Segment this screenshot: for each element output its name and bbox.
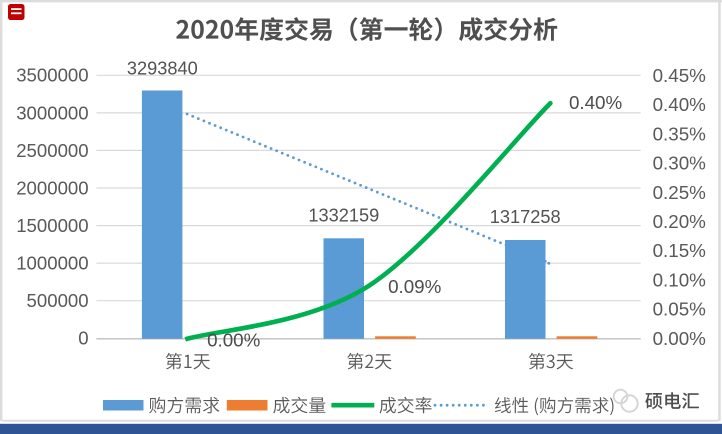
svg-text:0.15%: 0.15% — [653, 240, 707, 261]
svg-text:0.30%: 0.30% — [653, 153, 707, 174]
svg-text:3500000: 3500000 — [16, 65, 88, 86]
svg-text:0.25%: 0.25% — [653, 182, 707, 203]
svg-text:1332159: 1332159 — [308, 206, 379, 226]
svg-text:500000: 500000 — [27, 290, 89, 311]
svg-text:3000000: 3000000 — [16, 102, 88, 123]
svg-text:0.40%: 0.40% — [569, 92, 623, 113]
svg-text:1000000: 1000000 — [16, 253, 88, 274]
svg-text:1317258: 1317258 — [490, 207, 561, 227]
svg-text:1500000: 1500000 — [16, 215, 88, 236]
svg-text:0.35%: 0.35% — [653, 123, 707, 144]
svg-text:0.10%: 0.10% — [653, 269, 707, 290]
svg-text:0.20%: 0.20% — [653, 211, 707, 232]
svg-text:0.09%: 0.09% — [388, 276, 442, 297]
svg-text:3293840: 3293840 — [127, 58, 198, 78]
svg-text:0.00%: 0.00% — [653, 328, 707, 349]
svg-text:0.45%: 0.45% — [653, 65, 707, 86]
svg-text:2500000: 2500000 — [16, 140, 88, 161]
svg-text:0.40%: 0.40% — [653, 94, 707, 115]
svg-text:0: 0 — [78, 328, 88, 349]
svg-text:2000000: 2000000 — [16, 177, 88, 198]
svg-text:0.00%: 0.00% — [207, 329, 261, 350]
svg-text:0.05%: 0.05% — [653, 299, 707, 320]
